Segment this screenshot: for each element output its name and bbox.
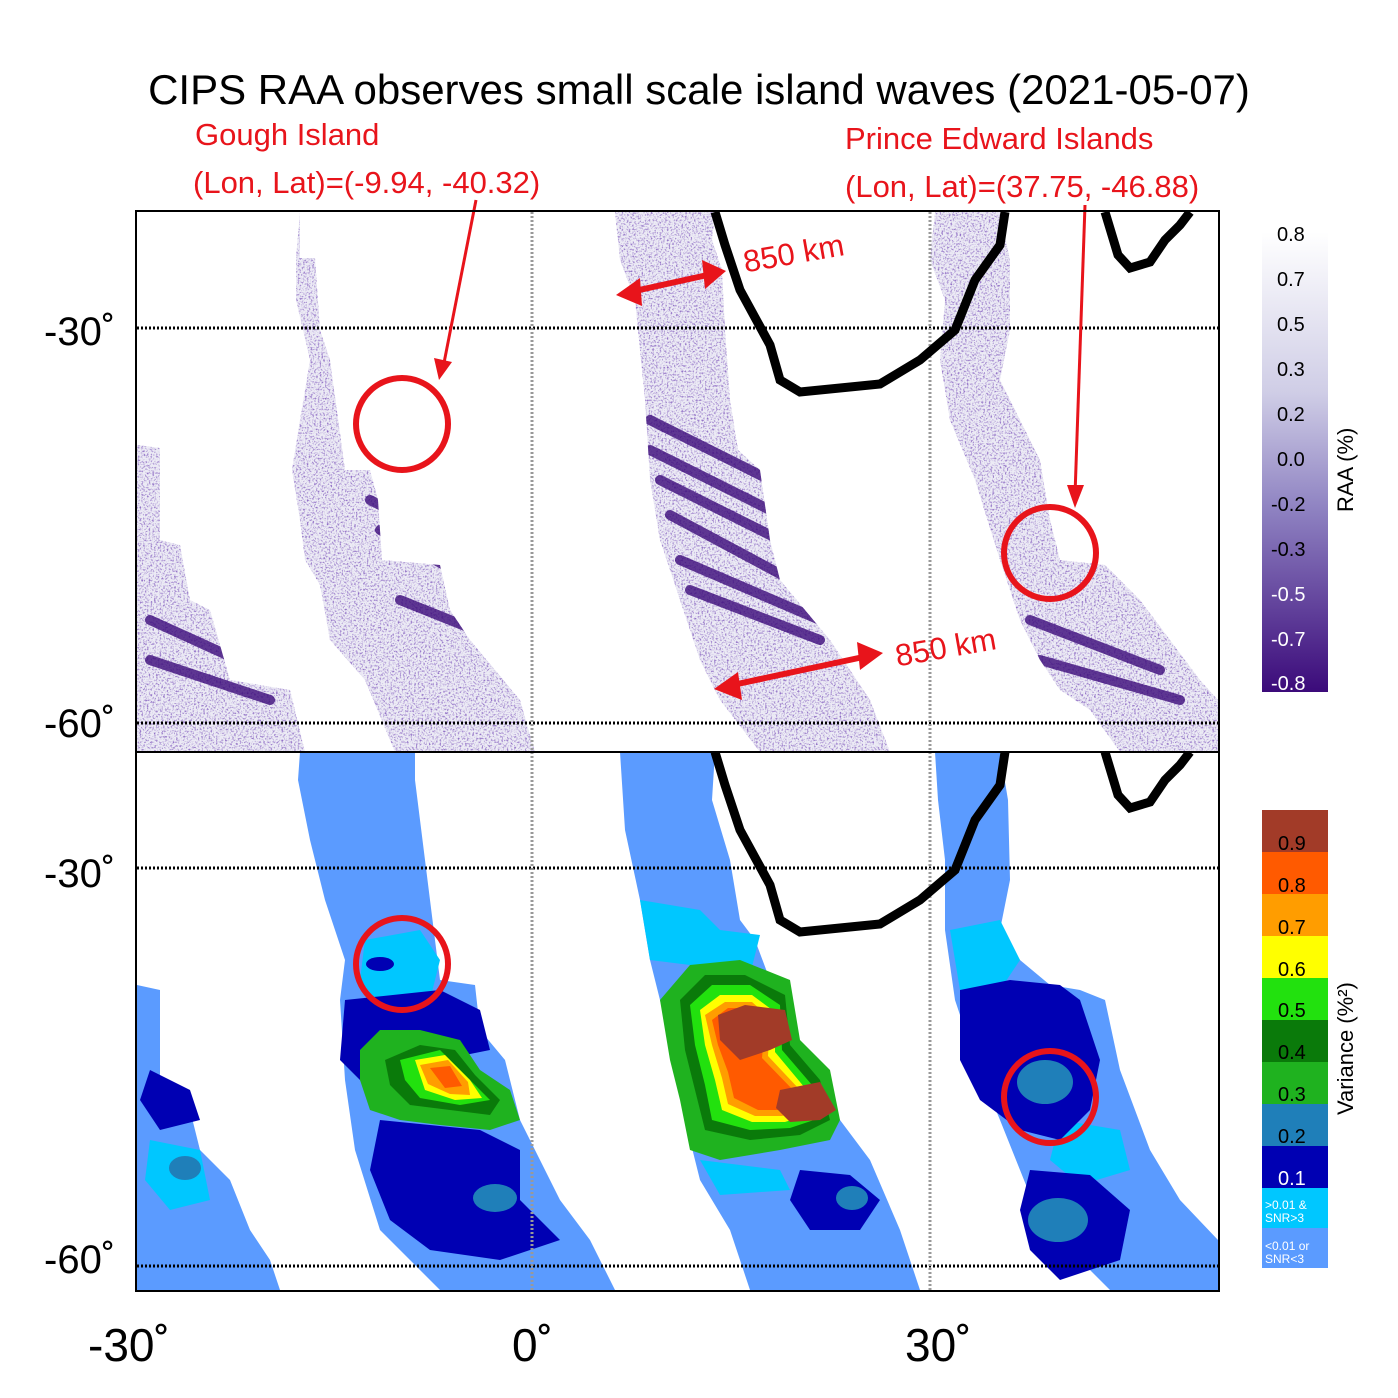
- variance-tick: 0.9: [1278, 833, 1306, 855]
- prince-circle-bottom: [1001, 1048, 1099, 1146]
- raa-tick: -0.5: [1271, 584, 1306, 606]
- lon-label-minus30: -30˚: [88, 1319, 170, 1371]
- prince-edward-coords: (Lon, Lat)=(37.75, -46.88): [845, 169, 1200, 204]
- prince-circle-top: [1001, 504, 1099, 602]
- raa-tick: -0.8: [1271, 673, 1306, 695]
- madagascar-coastline: [1100, 212, 1194, 274]
- variance-tick: 0.6: [1278, 959, 1306, 981]
- prince-edward-label: Prince Edward Islands: [845, 121, 1154, 156]
- raa-tick: -0.2: [1271, 494, 1306, 516]
- figure-title: CIPS RAA observes small scale island wav…: [148, 66, 1250, 113]
- variance-tick: 0.7: [1278, 917, 1306, 939]
- raa-tick: -0.7: [1271, 629, 1306, 651]
- variance-panel-frame: [135, 751, 1220, 1292]
- africa-coastline: [710, 212, 1010, 397]
- raa-colorbar: [1262, 232, 1328, 692]
- madagascar-coastline-bottom: [1100, 752, 1194, 814]
- variance-colorbar-title: Variance (%²): [1333, 982, 1358, 1115]
- lat-label-bottom-30: -30˚: [44, 852, 116, 896]
- gough-island-label: Gough Island: [195, 117, 380, 152]
- lat-label-top-30: -30˚: [44, 310, 116, 354]
- variance-tick: 0.4: [1278, 1042, 1306, 1064]
- variance-low-label-2: <0.01 or SNR<3: [1265, 1239, 1310, 1267]
- gough-circle-top: [353, 375, 451, 473]
- lat-label-top-60: -60˚: [44, 702, 116, 746]
- raa-tick: 0.5: [1277, 314, 1305, 336]
- variance-low-label-1: >0.01 & SNR>3: [1265, 1198, 1307, 1226]
- raa-tick: 0.0: [1277, 449, 1305, 471]
- variance-tick: 0.8: [1278, 875, 1306, 897]
- raa-tick: 0.2: [1277, 404, 1305, 426]
- variance-tick: 0.2: [1278, 1126, 1306, 1148]
- raa-panel: [137, 212, 1218, 752]
- lon-label-0: 0˚: [512, 1319, 553, 1371]
- variance-tick: 0.1: [1278, 1168, 1306, 1190]
- variance-tick: 0.5: [1278, 1000, 1306, 1022]
- raa-tick: 0.8: [1277, 224, 1305, 246]
- lat-label-bottom-60: -60˚: [44, 1238, 116, 1282]
- raa-tick: 0.3: [1277, 359, 1305, 381]
- variance-tick: 0.3: [1278, 1084, 1306, 1106]
- africa-coastline-bottom: [710, 752, 1010, 937]
- gough-circle-bottom: [353, 915, 451, 1013]
- raa-colorbar-title: RAA (%): [1333, 427, 1358, 512]
- variance-colorbar: [1262, 810, 1328, 1268]
- variance-panel: [137, 752, 1218, 1290]
- raa-tick: -0.3: [1271, 539, 1306, 561]
- lon-label-30: 30˚: [905, 1319, 972, 1371]
- gough-island-coords: (Lon, Lat)=(-9.94, -40.32): [193, 165, 541, 200]
- raa-tick: 0.7: [1277, 269, 1305, 291]
